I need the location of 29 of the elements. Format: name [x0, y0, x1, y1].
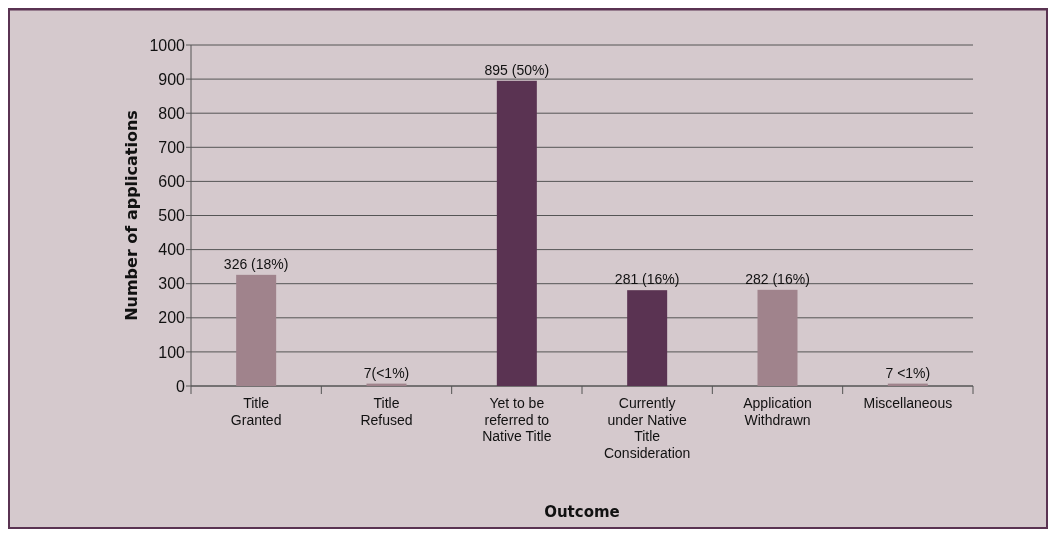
y-tick-label: 600 [158, 173, 186, 190]
bar [496, 80, 537, 386]
y-tick-label: 400 [158, 241, 186, 259]
data-label: 895 (50%) [484, 61, 550, 78]
x-tick-label: Title Granted [230, 395, 282, 428]
x-axis-title: Outcome [544, 503, 620, 521]
y-tick-label: 100 [158, 343, 186, 361]
y-tick-label: 700 [158, 138, 186, 156]
y-tick-label: 900 [158, 70, 186, 88]
data-label: 7 <1%) [885, 364, 931, 381]
x-tick-label: Yet to be referred to Native Title [482, 395, 552, 444]
y-tick-label: 1000 [149, 36, 186, 54]
y-tick-label: 800 [158, 104, 186, 122]
bar [627, 290, 668, 386]
y-tick-label: 200 [158, 309, 186, 327]
y-tick-label: 500 [158, 207, 186, 225]
data-label: 281 (16%) [614, 271, 680, 288]
y-axis-title: Number of applications [122, 110, 141, 321]
data-label: 282 (16%) [745, 270, 810, 287]
bar [236, 274, 277, 386]
y-tick-label: 0 [176, 377, 186, 395]
x-tick-label: Application Withdrawn [743, 395, 812, 428]
y-tick-label: 300 [158, 275, 186, 293]
x-tick-label: Title Refused [360, 395, 413, 428]
x-tick-label: Miscellaneous [863, 395, 953, 411]
data-label: 7(<1%) [363, 364, 410, 381]
bar [757, 289, 798, 386]
x-tick-label: Currently under Native Title Consideration [603, 395, 691, 461]
data-label: 326 (18%) [223, 255, 289, 272]
